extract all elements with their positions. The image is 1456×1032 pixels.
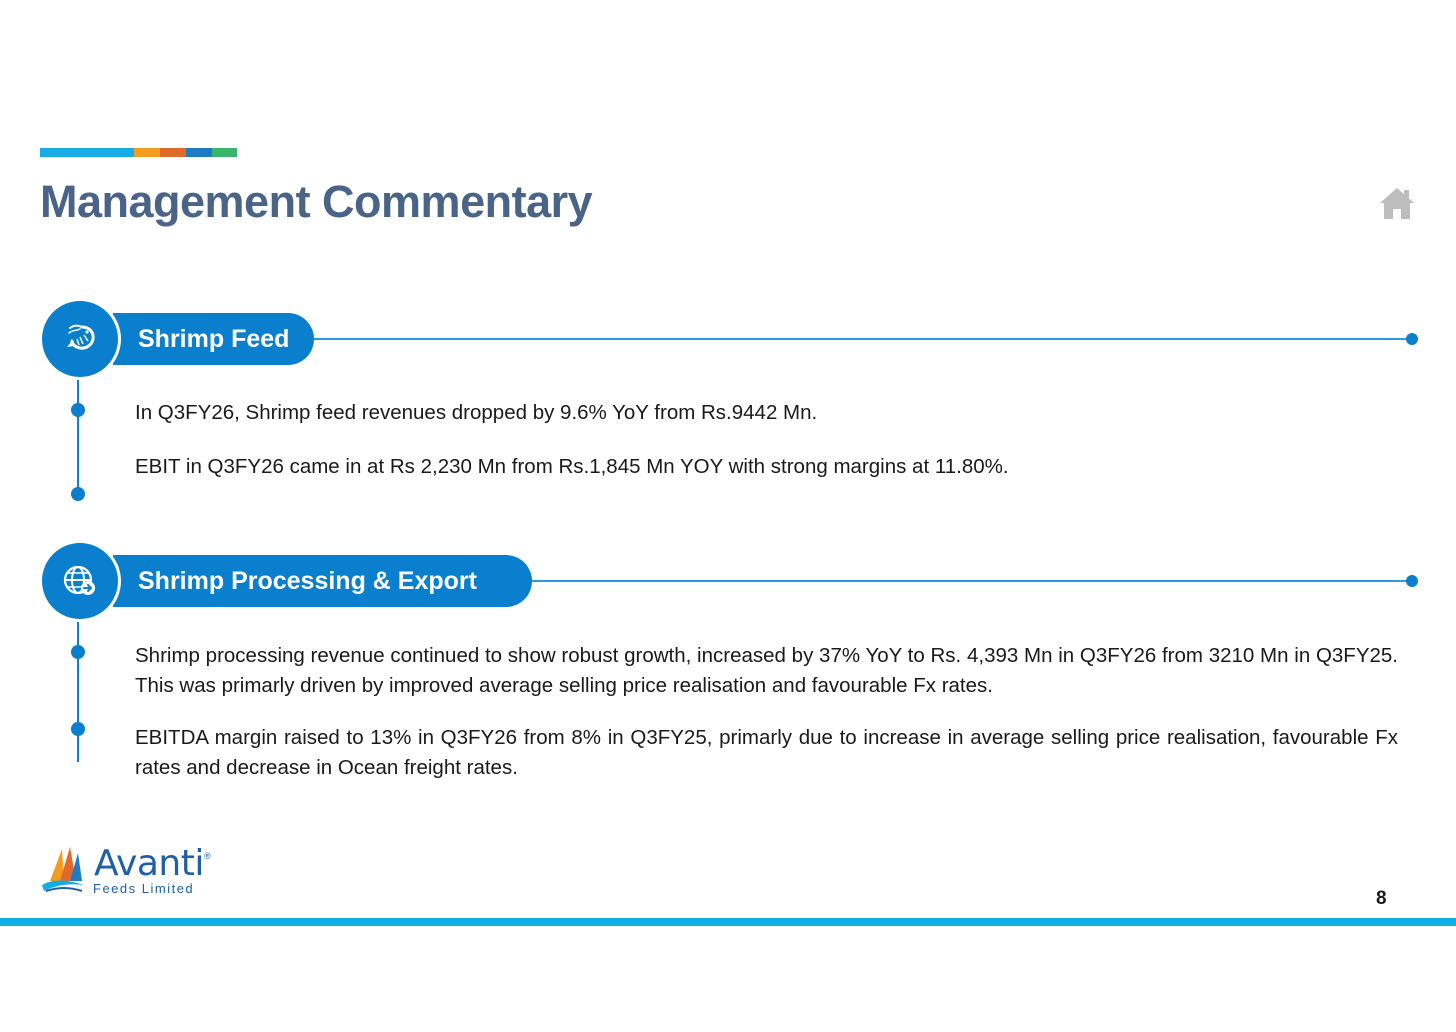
section-divider-line: [314, 338, 1410, 340]
section-paragraph: Shrimp processing revenue continued to s…: [135, 644, 1398, 697]
section-title: Shrimp Feed: [138, 324, 290, 353]
company-logo: Avanti ® Feeds Limited: [40, 843, 220, 897]
timeline-line: [77, 617, 79, 762]
timeline-bullet: [71, 645, 85, 659]
shrimp-icon: [67, 324, 95, 350]
accent-segment: [212, 148, 237, 157]
section-icon-circle: [42, 301, 118, 377]
accent-segment: [186, 148, 212, 157]
section-line-end-dot: [1406, 575, 1418, 587]
section-title-pill: Shrimp Processing & Export: [109, 555, 532, 607]
timeline-bullet: [71, 722, 85, 736]
accent-segment: [160, 148, 186, 157]
footer-bar: [0, 918, 1456, 926]
accent-segment: [40, 148, 134, 157]
section-paragraph: EBIT in Q3FY26 came in at Rs 2,230 Mn fr…: [135, 455, 1009, 478]
section-line-end-dot: [1406, 333, 1418, 345]
page-title: Management Commentary: [40, 176, 593, 227]
section-header-shrimp-processing: Shrimp Processing & Export: [42, 543, 1418, 619]
home-icon[interactable]: [1378, 186, 1416, 222]
accent-segment: [134, 148, 160, 157]
section-header-shrimp-feed: Shrimp Feed: [42, 301, 1418, 377]
accent-color-bar: [40, 148, 237, 157]
page-number: 8: [1376, 888, 1387, 909]
timeline-bullet: [71, 487, 85, 501]
logo-subtitle: Feeds Limited: [93, 881, 195, 896]
section-icon-circle: [42, 543, 118, 619]
section-paragraph: EBITDA margin raised to 13% in Q3FY26 fr…: [135, 726, 1398, 779]
section-title-pill: Shrimp Feed: [109, 313, 314, 365]
logo-registered-mark: ®: [204, 851, 211, 861]
section-divider-line: [532, 580, 1410, 582]
timeline-bullet: [71, 403, 85, 417]
globe-export-icon: [63, 565, 95, 595]
logo-name: Avanti: [94, 843, 204, 884]
timeline-line: [77, 374, 79, 496]
section-paragraph: In Q3FY26, Shrimp feed revenues dropped …: [135, 401, 818, 424]
section-title: Shrimp Processing & Export: [138, 566, 477, 595]
sail-logo-icon: [42, 847, 84, 892]
